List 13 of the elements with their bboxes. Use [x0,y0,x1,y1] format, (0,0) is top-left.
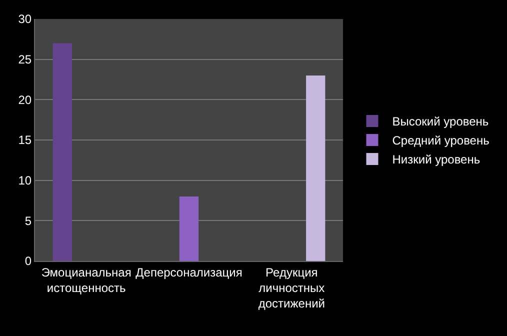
y-tick-label: 30 [18,12,32,26]
y-tick-label: 10 [18,174,32,188]
y-tick-label: 5 [24,214,32,228]
y-tick-label: 0 [24,254,32,268]
x-tick-label: Редукция личностных достижений [258,265,325,311]
x-tick-label: Эмоцианальная истощенность [41,265,132,295]
y-tick-label: 20 [18,92,32,107]
y-tick-label: 25 [18,52,32,67]
y-tick-label: 15 [18,133,32,148]
legend-label: Средний уровень [392,134,490,148]
legend-label: Низкий уровень [392,152,480,167]
legend-label: Высокий уровень [392,114,489,129]
x-tick-label: Деперсонализация [136,265,242,280]
